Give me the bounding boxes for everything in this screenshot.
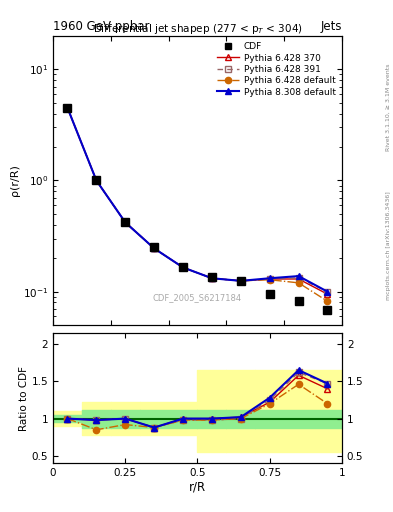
X-axis label: r/R: r/R — [189, 481, 206, 494]
Y-axis label: Ratio to CDF: Ratio to CDF — [19, 366, 29, 431]
Text: Rivet 3.1.10, ≥ 3.1M events: Rivet 3.1.10, ≥ 3.1M events — [386, 64, 391, 151]
Text: Jets: Jets — [320, 20, 342, 33]
Text: mcplots.cern.ch [arXiv:1306.3436]: mcplots.cern.ch [arXiv:1306.3436] — [386, 191, 391, 300]
Text: 1960 GeV ppbar: 1960 GeV ppbar — [53, 20, 150, 33]
Title: Differential jet shapep (277 < p$_T$ < 304): Differential jet shapep (277 < p$_T$ < 3… — [93, 22, 302, 36]
Text: CDF_2005_S6217184: CDF_2005_S6217184 — [153, 293, 242, 302]
Legend: CDF, Pythia 6.428 370, Pythia 6.428 391, Pythia 6.428 default, Pythia 8.308 defa: CDF, Pythia 6.428 370, Pythia 6.428 391,… — [215, 40, 338, 99]
Y-axis label: ρ(r/R): ρ(r/R) — [10, 164, 20, 197]
